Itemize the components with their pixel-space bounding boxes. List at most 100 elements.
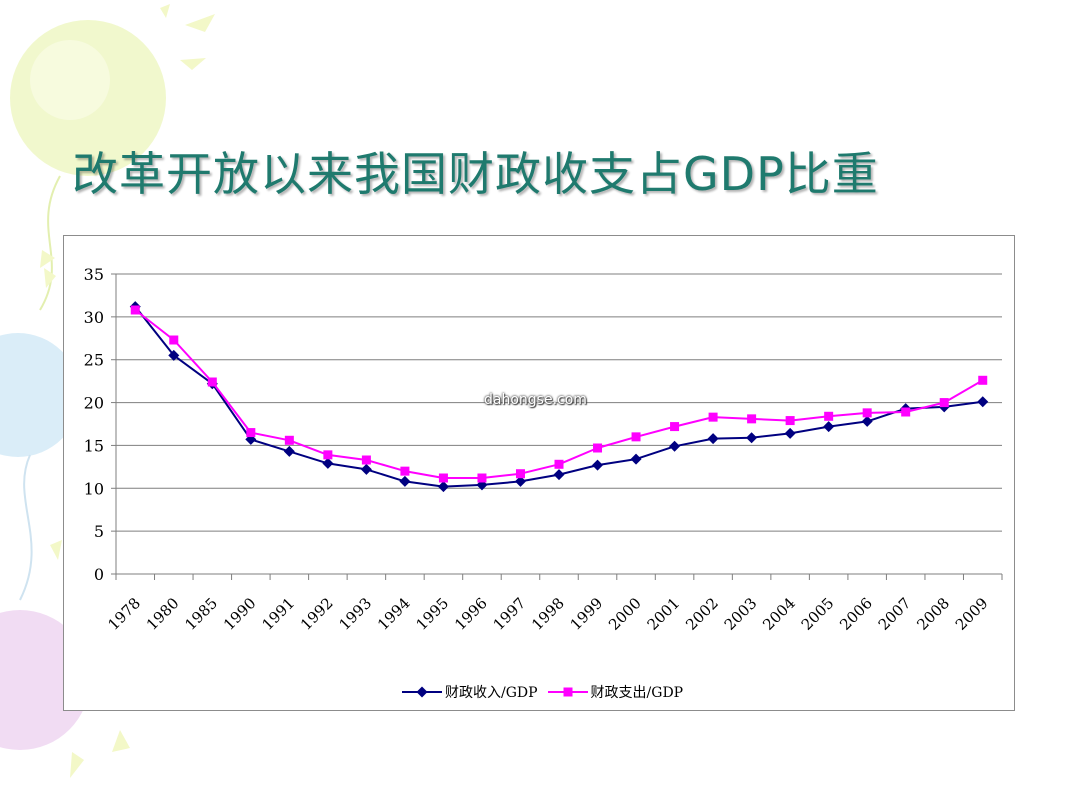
axes — [111, 273, 1003, 580]
data-point — [978, 375, 988, 385]
x-tick-label: 2003 — [721, 594, 761, 634]
data-point — [207, 377, 217, 387]
data-point — [747, 414, 757, 424]
x-tick-label: 2000 — [605, 594, 645, 634]
sparkle-3 — [180, 58, 206, 70]
x-tick-label: 1999 — [567, 594, 607, 634]
data-point — [246, 428, 256, 438]
data-point — [323, 450, 333, 460]
data-point — [284, 435, 294, 445]
data-point — [437, 481, 449, 493]
x-tick-label: 2002 — [682, 594, 722, 634]
data-point — [824, 411, 834, 421]
watermark: dahongse.com — [484, 392, 587, 408]
balloon-yellow-highlight — [30, 40, 110, 120]
x-tick-label: 2004 — [759, 594, 799, 634]
data-point — [670, 422, 680, 432]
y-tick-labels: 0 5 10 15 20 25 30 35 — [84, 265, 104, 584]
balloon-string — [39, 175, 61, 311]
data-point — [746, 432, 758, 444]
x-tick-label: 1990 — [220, 594, 260, 634]
x-tick-labels: 1978198019851990199119921993199419951996… — [104, 594, 991, 634]
data-point — [553, 469, 565, 481]
x-tick-label: 1978 — [104, 594, 144, 634]
series — [129, 301, 989, 493]
y-tick-label: 35 — [84, 265, 104, 284]
x-tick-label: 1998 — [528, 594, 568, 634]
sparkle-1 — [160, 4, 170, 18]
x-tick-label: 2009 — [952, 594, 992, 634]
legend: 财政收入/GDP 财政支出/GDP — [402, 682, 683, 702]
data-point — [168, 349, 180, 361]
sparkle-8 — [70, 752, 84, 778]
series-expenditure — [130, 305, 988, 483]
x-tick-label: 1994 — [374, 594, 414, 634]
data-point — [631, 432, 641, 442]
sparkle-4 — [40, 250, 55, 268]
x-tick-label: 2007 — [875, 594, 915, 634]
data-point — [360, 463, 372, 475]
data-point — [554, 459, 564, 469]
data-point — [477, 473, 487, 483]
slide-title: 改革开放以来我国财政收支占GDP比重 — [72, 147, 879, 201]
x-tick-label: 1992 — [297, 594, 337, 634]
data-point — [283, 445, 295, 457]
legend-key-revenue — [402, 686, 442, 698]
data-point — [630, 453, 642, 465]
data-point — [593, 443, 603, 453]
sparkle-7 — [112, 730, 130, 752]
data-point — [130, 305, 140, 315]
chart-frame: 0 5 10 15 20 25 30 35 1978 1980 1985 1990 1991 1992 1… — [63, 235, 1015, 711]
sparkle-2 — [185, 14, 215, 32]
x-tick-label: 1985 — [181, 594, 221, 634]
legend-key-expenditure — [547, 687, 588, 697]
data-point — [708, 412, 718, 422]
x-tick-label: 1993 — [335, 594, 375, 634]
balloon-blue — [0, 333, 80, 457]
data-point — [322, 457, 334, 469]
legend-label-expenditure: 财政支出/GDP — [590, 685, 684, 701]
data-point — [939, 398, 949, 408]
x-tick-label: 1991 — [258, 594, 298, 634]
data-point — [515, 469, 525, 479]
legend-item-revenue: 财政收入/GDP — [402, 682, 538, 702]
legend-label-revenue: 财政收入/GDP — [445, 685, 538, 701]
legend-item-expenditure: 财政支出/GDP — [547, 682, 684, 702]
x-tick-label: 2008 — [913, 594, 953, 634]
x-tick-label: 2001 — [644, 594, 684, 634]
y-tick-label: 20 — [84, 394, 104, 413]
data-point — [514, 475, 526, 487]
data-point — [784, 427, 796, 439]
data-point — [977, 396, 989, 408]
data-point — [707, 433, 719, 445]
y-tick-label: 15 — [84, 436, 104, 455]
data-point — [862, 408, 872, 418]
data-point — [669, 440, 681, 452]
data-point — [592, 459, 604, 471]
data-point — [438, 473, 448, 483]
sparkle-6 — [50, 540, 62, 560]
data-point — [399, 475, 411, 487]
y-tick-label: 0 — [94, 565, 104, 584]
sparkle-5 — [44, 268, 56, 288]
data-point — [361, 455, 371, 465]
data-point — [785, 416, 795, 426]
gridlines — [116, 273, 1002, 532]
data-point — [901, 407, 911, 417]
data-point — [823, 421, 835, 433]
data-point — [169, 335, 179, 345]
balloon-string-2 — [19, 454, 33, 601]
x-tick-label: 1980 — [143, 594, 183, 634]
x-tick-label: 1996 — [451, 594, 491, 634]
data-point — [400, 466, 410, 476]
y-tick-label: 30 — [84, 308, 104, 327]
x-tick-label: 2006 — [836, 594, 876, 634]
y-tick-label: 5 — [94, 522, 104, 541]
data-point — [861, 415, 873, 427]
x-tick-label: 1995 — [413, 594, 453, 634]
y-tick-label: 10 — [84, 479, 104, 498]
x-tick-label: 1997 — [490, 594, 530, 634]
y-tick-label: 25 — [84, 351, 104, 370]
x-tick-label: 2005 — [798, 594, 838, 634]
